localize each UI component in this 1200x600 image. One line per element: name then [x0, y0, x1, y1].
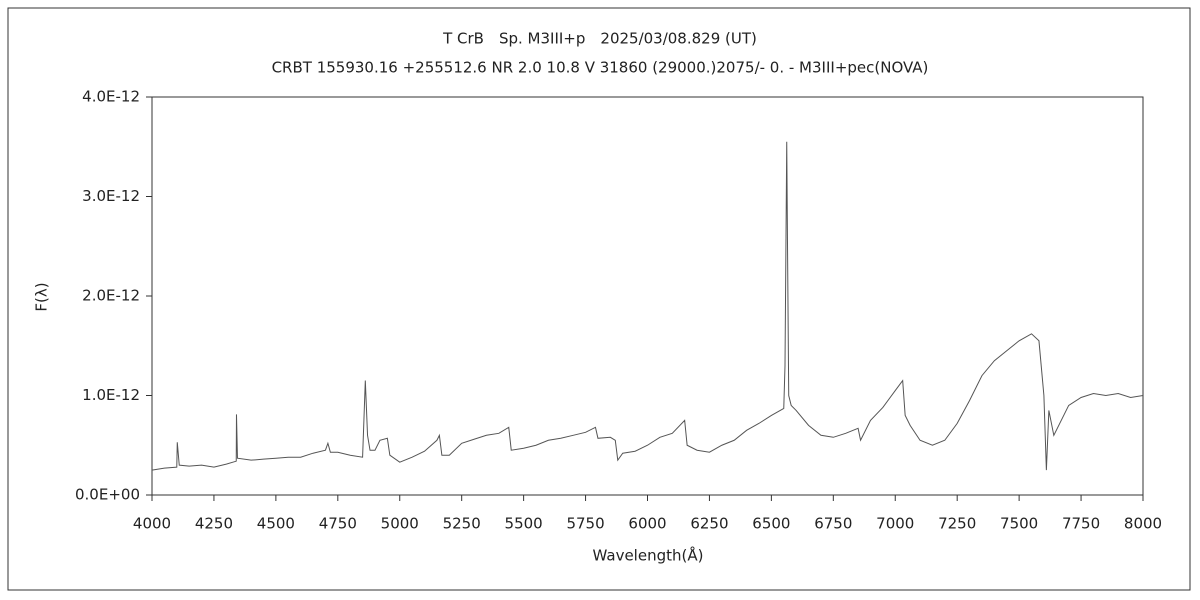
y-tick-label: 4.0E-12 — [82, 88, 140, 106]
y-tick-label: 1.0E-12 — [82, 386, 140, 404]
chart-frame — [7, 7, 1191, 591]
x-tick-label: 5750 — [566, 515, 604, 533]
x-tick-label: 4250 — [195, 515, 233, 533]
y-tick-label: 2.0E-12 — [82, 287, 140, 305]
x-tick-label: 6000 — [628, 515, 666, 533]
x-tick-label: 5250 — [443, 515, 481, 533]
y-tick-label: 3.0E-12 — [82, 187, 140, 205]
x-tick-label: 7500 — [1000, 515, 1038, 533]
chart-title: T CrB Sp. M3III+p 2025/03/08.829 (UT) — [442, 30, 757, 48]
chart-subtitle: CRBT 155930.16 +255512.6 NR 2.0 10.8 V 3… — [272, 59, 929, 77]
x-tick-label: 4000 — [133, 515, 171, 533]
y-axis-label: F(λ) — [33, 282, 51, 311]
x-tick-label: 7000 — [876, 515, 914, 533]
x-tick-label: 8000 — [1124, 515, 1162, 533]
x-tick-label: 4750 — [319, 515, 357, 533]
x-tick-label: 7750 — [1062, 515, 1100, 533]
x-tick-label: 5000 — [381, 515, 419, 533]
spectrum-line — [151, 141, 1144, 471]
x-axis-label: Wavelength(Å) — [593, 546, 704, 565]
y-tick-label: 0.0E+00 — [75, 486, 140, 504]
x-tick-label: 5500 — [505, 515, 543, 533]
x-tick-label: 6750 — [814, 515, 852, 533]
x-tick-label: 7250 — [938, 515, 976, 533]
x-tick-label: 4500 — [257, 515, 295, 533]
x-tick-label: 6250 — [690, 515, 728, 533]
x-tick-label: 6500 — [752, 515, 790, 533]
